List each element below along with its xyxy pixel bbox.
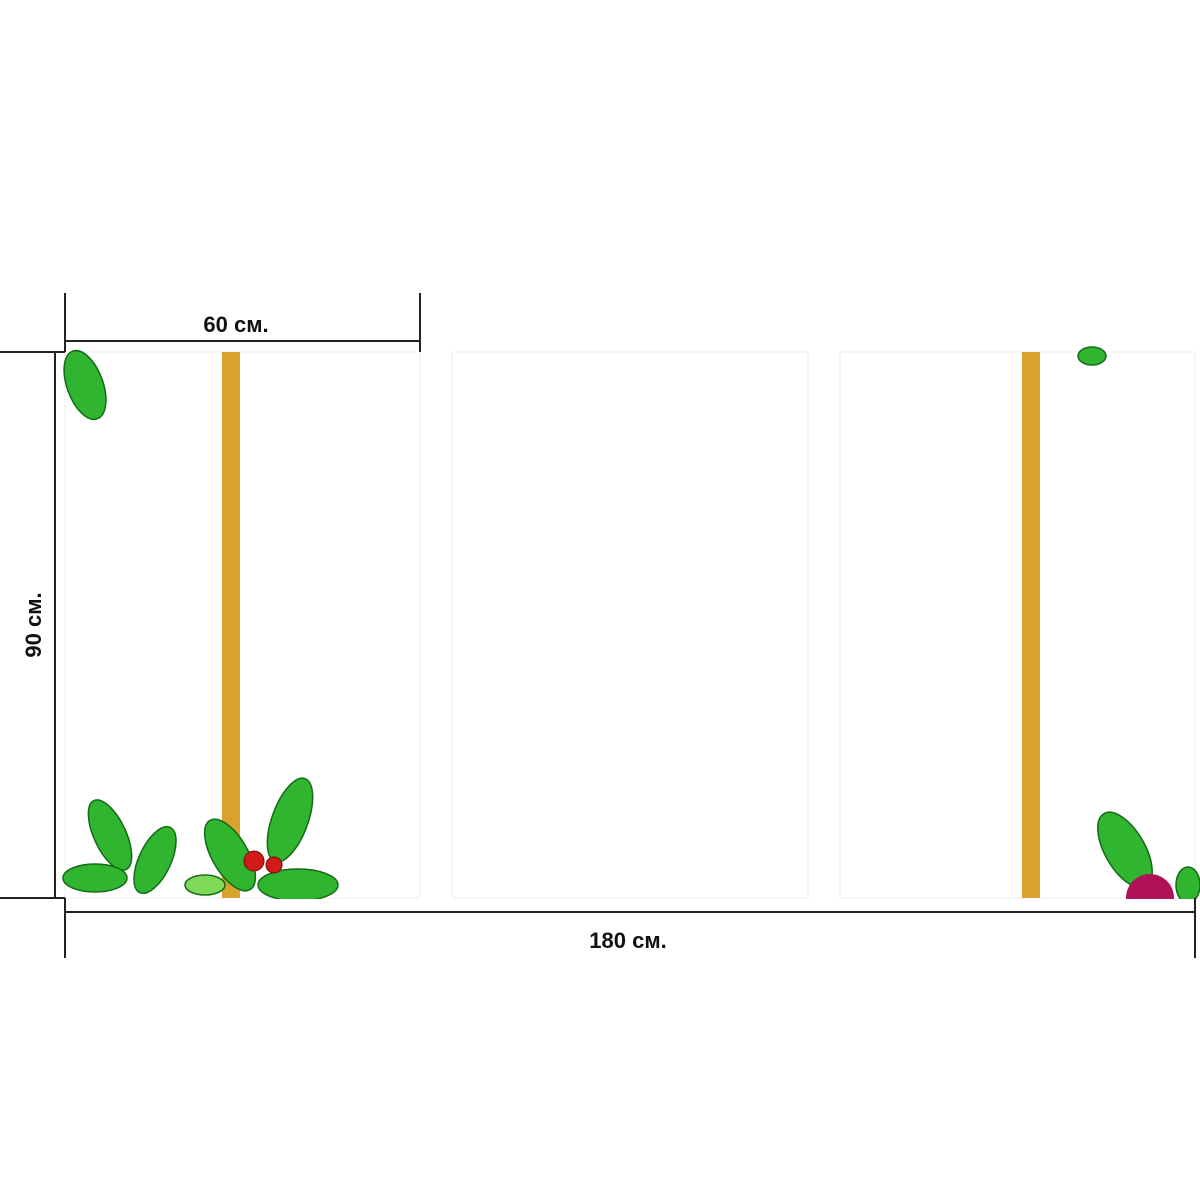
pole [1022,352,1040,898]
dimension-label: 180 см. [589,928,666,953]
panel-middle [451,351,809,899]
panel [64,351,421,899]
berry [265,856,283,874]
leaf [133,825,177,895]
panel-right [839,346,1200,922]
leaf [203,818,257,892]
leaf [184,874,226,896]
leaf [1175,866,1200,904]
leaf [63,349,107,421]
leaf [257,868,339,902]
leaf [87,799,133,871]
pole [222,352,240,898]
dimension-label: 60 см. [203,312,268,337]
berry [243,850,265,872]
leaf [1077,346,1107,366]
panel [839,351,1196,899]
panel-left [62,349,421,902]
leaf [62,863,128,893]
bottom-mask [0,899,1200,1200]
dimension-label: 90 см. [21,592,46,657]
